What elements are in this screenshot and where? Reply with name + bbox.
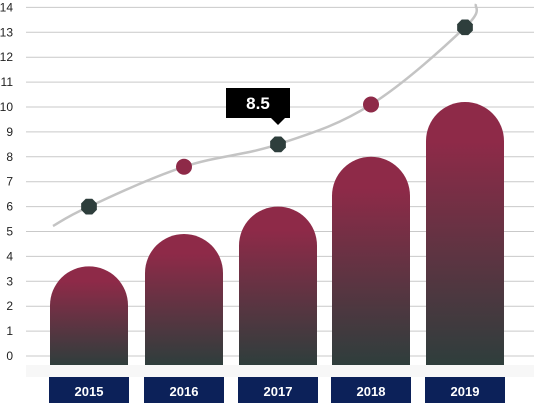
- category-box: [144, 377, 224, 403]
- category-label: 2016: [170, 384, 199, 399]
- bar-2016: [145, 233, 223, 366]
- y-tick-label: 11: [1, 75, 14, 89]
- y-tick-label: 12: [0, 50, 13, 64]
- x-axis-band: [26, 365, 534, 377]
- bar-2017: [239, 206, 317, 366]
- line-markers: [81, 19, 473, 215]
- line-marker-2017: [270, 136, 286, 153]
- category-box: [238, 377, 318, 403]
- category-box: [49, 377, 129, 403]
- y-tick-label: 8: [6, 150, 13, 164]
- y-tick-label: 14: [0, 0, 13, 14]
- y-tick-label: 0: [6, 349, 13, 363]
- value-callout: 8.5: [226, 88, 290, 125]
- category-box: [425, 377, 505, 403]
- bars: [50, 102, 504, 366]
- y-tick-label: 3: [6, 274, 13, 288]
- category-label: 2018: [357, 384, 386, 399]
- bar-2015: [50, 266, 128, 366]
- y-tick-label: 10: [0, 100, 13, 114]
- y-tick-label: 1: [6, 324, 13, 338]
- y-tick-label: 6: [6, 200, 13, 214]
- y-tick-label: 9: [6, 125, 13, 139]
- line-marker-2019: [457, 19, 473, 36]
- bar-2018: [332, 156, 410, 366]
- category-labels: 2015 2016 2017 2018 2019: [49, 377, 505, 403]
- callout-box: [226, 88, 290, 118]
- category-box: [331, 377, 411, 403]
- callout-pointer: [271, 118, 285, 125]
- line-marker-2016: [176, 158, 192, 175]
- category-label: 2015: [75, 384, 104, 399]
- line-marker-2018: [363, 96, 379, 113]
- y-tick-label: 2: [6, 299, 13, 313]
- category-label: 2017: [264, 384, 293, 399]
- callout-label: 8.5: [246, 94, 270, 113]
- category-label: 2019: [451, 384, 480, 399]
- line-marker-2015: [81, 198, 97, 215]
- y-tick-label: 7: [6, 175, 13, 189]
- y-tick-label: 4: [6, 249, 13, 263]
- bar-2019: [426, 102, 504, 366]
- y-tick-label: 13: [0, 25, 13, 39]
- y-tick-label: 5: [6, 225, 13, 239]
